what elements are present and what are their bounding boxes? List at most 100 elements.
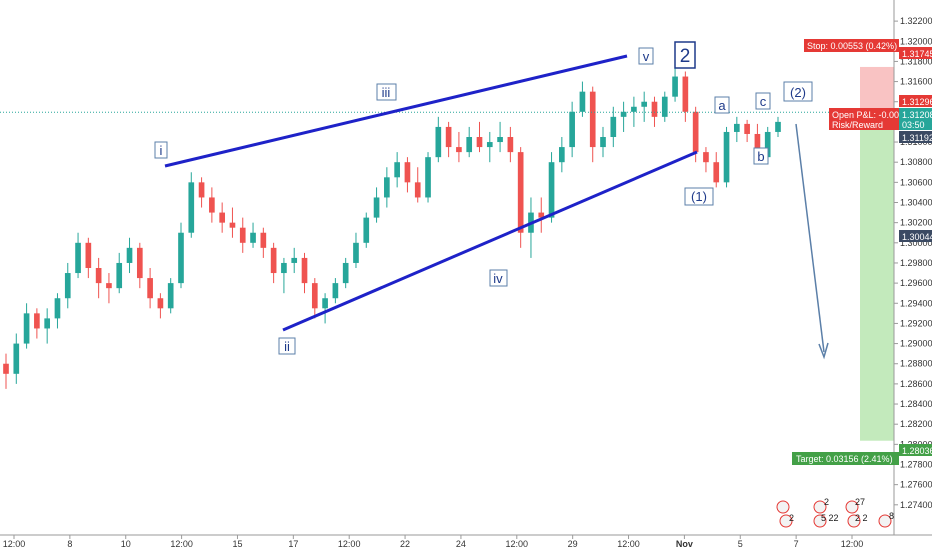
event-badges[interactable]: 2 27 2 5 22 2 2 8 <box>776 497 894 528</box>
candle <box>260 227 267 258</box>
candle <box>178 222 184 289</box>
svg-text:Open P&L: -0.00: Open P&L: -0.00 <box>832 110 899 120</box>
candle <box>75 232 81 279</box>
candle <box>270 242 277 284</box>
candle-body <box>106 283 112 289</box>
price-tick-label: 1.27600 <box>900 480 932 490</box>
candle-body <box>3 363 9 374</box>
flag-us-icon <box>878 514 892 528</box>
candle <box>229 207 236 238</box>
svg-text:2: 2 <box>824 497 829 507</box>
wave-label-i[interactable]: i <box>154 141 168 159</box>
svg-text:2: 2 <box>680 46 691 67</box>
wave-label-1-paren[interactable]: (1) <box>684 187 714 206</box>
price-tick-label: 1.29000 <box>900 339 932 349</box>
upper-channel-line[interactable] <box>164 54 628 168</box>
target-tag[interactable]: Target: 0.03156 (2.41%) 1.28036 <box>792 444 932 465</box>
candle <box>106 273 112 304</box>
time-tick-label: 10 <box>121 539 131 549</box>
time-tick-label: 17 <box>288 539 298 549</box>
candle <box>456 131 462 163</box>
candle <box>13 333 20 384</box>
current-price-tag: 1.31296 <box>899 95 932 107</box>
candle-body <box>589 91 596 148</box>
candle-body <box>733 123 740 132</box>
svg-text:2: 2 <box>789 513 794 523</box>
price-tick-label: 1.30600 <box>900 177 932 187</box>
price-tick-label: 1.29800 <box>900 258 932 268</box>
candle-body <box>301 257 308 284</box>
stop-loss-tag[interactable]: Stop: 0.00553 (0.42%) 1.31745 <box>804 39 932 59</box>
price-tick-label: 1.30200 <box>900 218 932 228</box>
wave-label-iv[interactable]: iv <box>489 269 508 287</box>
price-tick-label: 1.32200 <box>900 16 932 26</box>
candle-body <box>414 182 421 198</box>
wave-label-a[interactable]: a <box>714 96 730 114</box>
candle <box>219 202 225 233</box>
wave-label-c[interactable]: c <box>755 92 771 110</box>
candle-body <box>507 137 514 153</box>
candle-body <box>538 212 545 218</box>
candle-body <box>198 182 205 198</box>
candle-body <box>353 242 359 263</box>
candle-series <box>3 66 781 389</box>
candle-body <box>157 298 164 309</box>
candle-body <box>85 242 92 268</box>
candle <box>126 237 133 274</box>
candle <box>445 121 452 158</box>
time-tick-label: 12:00 <box>338 539 361 549</box>
take-profit-zone[interactable] <box>860 122 894 441</box>
svg-text:03:50: 03:50 <box>902 120 925 130</box>
time-axis[interactable]: 12:00 8 10 12:00 15 17 12:00 22 24 12:00 29 12:00 No… <box>3 535 864 549</box>
candle-body <box>64 273 71 299</box>
svg-text:Stop: 0.00553 (0.42%): Stop: 0.00553 (0.42%) <box>807 41 897 51</box>
candle-body <box>13 343 20 374</box>
wave-label-b[interactable]: b <box>753 147 769 165</box>
wave-label-2-paren[interactable]: (2) <box>783 81 813 102</box>
candle-body <box>713 162 720 183</box>
svg-text:1.31208: 1.31208 <box>902 110 932 120</box>
wave-label-2[interactable]: 2 <box>674 41 696 69</box>
candle <box>95 257 102 299</box>
candle <box>497 121 503 153</box>
candle-body <box>373 197 380 218</box>
svg-text:1.30044: 1.30044 <box>902 232 932 242</box>
svg-text:27: 27 <box>855 497 865 507</box>
candle-body <box>517 152 524 233</box>
candle <box>733 116 740 143</box>
candle-body <box>54 298 61 319</box>
candle-body <box>23 313 30 344</box>
candle-body <box>661 96 668 117</box>
candle-body <box>651 101 658 117</box>
candle-body <box>322 298 328 309</box>
candle-body <box>610 116 617 137</box>
candle <box>548 152 555 223</box>
wave-label-iii[interactable]: iii <box>376 83 397 101</box>
wave-label-ii[interactable]: ii <box>278 337 296 355</box>
price-tick-label: 1.28800 <box>900 359 932 369</box>
candle-body <box>435 126 442 158</box>
price-tick-label: 1.29400 <box>900 298 932 308</box>
candle <box>620 101 627 132</box>
candle-body <box>95 268 102 284</box>
candle-body <box>692 111 699 153</box>
projection-arrow[interactable] <box>795 123 829 360</box>
lower-channel-line[interactable] <box>282 150 698 332</box>
flag-ca-icon <box>813 500 827 514</box>
svg-text:ii: ii <box>284 339 290 354</box>
candle <box>209 187 215 223</box>
wave-label-v[interactable]: v <box>638 47 654 65</box>
position-tag[interactable]: Open P&L: -0.00 Risk/Reward 1.31208 03:5… <box>829 108 932 130</box>
candle <box>250 222 256 248</box>
candle-body <box>75 242 81 274</box>
time-tick-label: 12:00 <box>506 539 529 549</box>
candle-body <box>744 123 750 134</box>
candle-body <box>404 162 411 183</box>
svg-text:5 22: 5 22 <box>821 513 839 523</box>
candle-body <box>764 131 771 158</box>
candle <box>147 268 153 309</box>
svg-text:1.31296: 1.31296 <box>902 97 932 107</box>
time-tick-label: 24 <box>456 539 466 549</box>
